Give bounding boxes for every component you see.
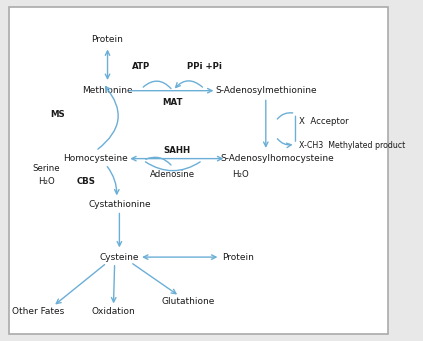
Text: S-Adenosylmethionine: S-Adenosylmethionine [215, 86, 316, 95]
Text: S-Adenosylhomocysteine: S-Adenosylhomocysteine [221, 154, 335, 163]
Text: MAT: MAT [162, 98, 183, 107]
Text: Oxidation: Oxidation [92, 307, 135, 316]
Text: X  Acceptor: X Acceptor [299, 117, 349, 126]
Text: MS: MS [51, 110, 66, 119]
Text: Serine: Serine [33, 164, 60, 173]
Text: Cysteine: Cysteine [100, 253, 139, 262]
FancyBboxPatch shape [8, 8, 388, 333]
Text: SAHH: SAHH [163, 146, 190, 155]
Text: Glutathione: Glutathione [162, 297, 215, 306]
Text: CBS: CBS [76, 177, 95, 186]
Text: PPi +Pi: PPi +Pi [187, 62, 222, 71]
Text: ATP: ATP [132, 62, 150, 71]
Text: Cystathionine: Cystathionine [88, 200, 151, 209]
Text: Protein: Protein [222, 253, 254, 262]
Text: H₂O: H₂O [38, 177, 55, 186]
Text: H₂O: H₂O [232, 170, 248, 179]
Text: X-CH3  Methylated product: X-CH3 Methylated product [299, 140, 406, 150]
Text: Methionine: Methionine [82, 86, 133, 95]
Text: Homocysteine: Homocysteine [63, 154, 128, 163]
Text: Adenosine: Adenosine [150, 170, 195, 179]
Text: Other Fates: Other Fates [12, 307, 64, 316]
Text: Protein: Protein [92, 35, 124, 44]
